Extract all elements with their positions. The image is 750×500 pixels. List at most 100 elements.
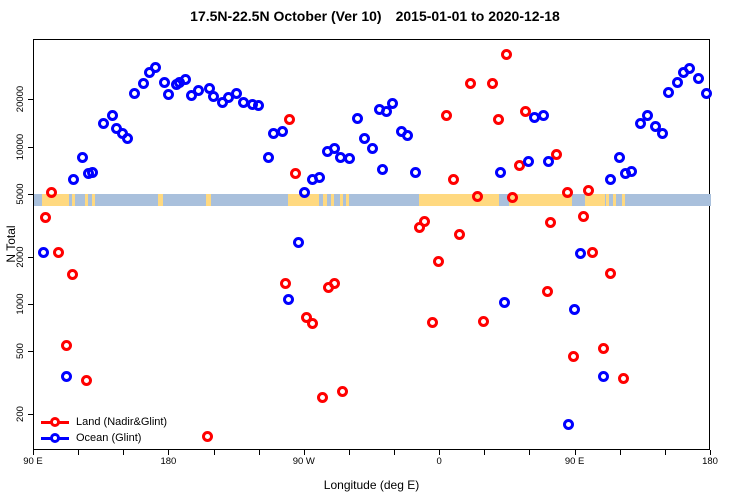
data-point-land — [433, 255, 445, 267]
ocean-band — [34, 194, 711, 206]
data-point-ocean — [128, 87, 140, 99]
x-axis-tick — [574, 450, 576, 455]
data-point-ocean — [693, 73, 705, 85]
land-band-segment — [322, 194, 328, 206]
plot-area: Land (Nadir&Glint) Ocean (Glint) — [33, 39, 712, 450]
data-point-land — [567, 351, 579, 363]
x-axis-tick-label: 90 E — [564, 456, 585, 467]
x-axis-tick-label: 90 W — [292, 456, 315, 467]
data-point-ocean — [562, 418, 574, 430]
data-point-ocean — [522, 155, 534, 167]
land-band-segment — [331, 194, 335, 206]
data-point-land — [541, 286, 553, 298]
data-point-land — [520, 105, 532, 117]
data-point-land — [289, 168, 301, 180]
data-point-ocean — [402, 129, 414, 141]
data-point-land — [597, 342, 609, 354]
data-point-ocean — [671, 77, 683, 89]
data-point-ocean — [625, 165, 637, 177]
data-point-land — [60, 340, 72, 352]
data-point-land — [441, 110, 453, 122]
data-point-land — [545, 217, 557, 229]
land-band-segment — [288, 194, 320, 206]
data-point-ocean — [60, 371, 72, 383]
x-axis-tick — [303, 450, 305, 455]
data-point-ocean — [68, 173, 80, 185]
x-axis-minor-tick — [484, 450, 486, 455]
data-point-ocean — [597, 371, 609, 383]
data-point-land — [454, 229, 466, 241]
x-axis-minor-tick — [258, 450, 260, 455]
data-point-ocean — [37, 247, 49, 259]
data-point-land — [577, 210, 589, 222]
data-point-land — [500, 49, 512, 61]
land-band-segment — [508, 194, 572, 206]
data-point-ocean — [208, 91, 220, 103]
land-band-segment — [72, 194, 75, 206]
data-point-land — [418, 216, 430, 228]
data-point-ocean — [613, 152, 625, 164]
data-point-ocean — [367, 143, 378, 155]
legend-circle-land-icon — [50, 417, 60, 427]
x-axis-tick — [168, 450, 170, 455]
data-point-ocean — [121, 132, 133, 144]
data-point-land — [81, 375, 93, 387]
data-point-ocean — [230, 87, 242, 99]
data-point-ocean — [494, 167, 506, 179]
data-point-ocean — [574, 248, 586, 260]
chart-title: 17.5N-22.5N October (Ver 10) 2015-01-01 t… — [0, 8, 750, 24]
data-point-ocean — [293, 237, 305, 249]
x-axis-minor-tick — [213, 450, 215, 455]
data-point-ocean — [276, 126, 288, 138]
x-axis-minor-tick — [78, 450, 80, 455]
data-point-ocean — [137, 78, 149, 90]
data-point-ocean — [143, 67, 155, 79]
x-axis-tick — [710, 450, 711, 455]
data-point-ocean — [163, 88, 175, 100]
data-point-land — [306, 318, 318, 330]
y-axis-tick — [28, 303, 33, 305]
legend-label-ocean: Ocean (Glint) — [76, 432, 142, 444]
legend-circle-ocean-icon — [50, 433, 60, 443]
data-point-ocean — [380, 106, 392, 118]
data-point-land — [336, 386, 348, 398]
x-axis-tick-label: 180 — [160, 456, 177, 467]
x-axis-tick-label: 0 — [436, 456, 442, 467]
data-point-ocean — [684, 63, 696, 75]
data-point-land — [492, 113, 504, 125]
data-point-ocean — [282, 294, 294, 306]
y-axis-tick — [28, 413, 33, 415]
data-point-land — [329, 277, 341, 289]
x-axis-minor-tick — [664, 450, 666, 455]
land-band-segment — [346, 194, 350, 206]
x-axis-title: Longitude (deg E) — [323, 478, 420, 492]
y-axis-tick — [28, 193, 33, 195]
data-point-land — [486, 78, 498, 90]
data-point-land — [39, 211, 51, 223]
data-point-ocean — [313, 171, 325, 183]
data-point-ocean — [568, 303, 580, 315]
data-point-ocean — [343, 153, 355, 165]
legend-item-land: Land (Nadir&Glint) — [41, 414, 167, 430]
data-point-ocean — [106, 110, 118, 122]
data-point-ocean — [700, 87, 712, 99]
data-point-land — [582, 185, 594, 197]
data-point-ocean — [186, 90, 198, 102]
y-axis-tick — [28, 351, 33, 353]
data-point-ocean — [351, 113, 363, 125]
data-point-land — [45, 186, 57, 198]
data-point-land — [66, 268, 78, 280]
legend-item-ocean: Ocean (Glint) — [41, 430, 167, 446]
data-point-ocean — [662, 86, 674, 98]
data-point-land — [471, 191, 483, 203]
data-point-ocean — [634, 118, 646, 130]
data-point-ocean — [193, 85, 205, 97]
legend-symbol-ocean — [41, 432, 69, 444]
data-point-land — [280, 278, 292, 290]
land-band-segment — [584, 194, 605, 206]
data-point-land — [300, 312, 312, 324]
x-axis-minor-tick — [394, 450, 396, 455]
data-point-ocean — [111, 122, 123, 134]
data-point-land — [464, 78, 476, 90]
